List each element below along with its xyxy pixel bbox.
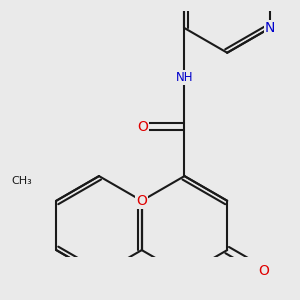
Text: O: O	[137, 120, 148, 134]
Text: O: O	[136, 194, 147, 208]
Text: O: O	[258, 264, 269, 278]
Text: N: N	[265, 21, 275, 35]
Text: CH₃: CH₃	[12, 176, 32, 186]
Text: NH: NH	[176, 71, 193, 84]
